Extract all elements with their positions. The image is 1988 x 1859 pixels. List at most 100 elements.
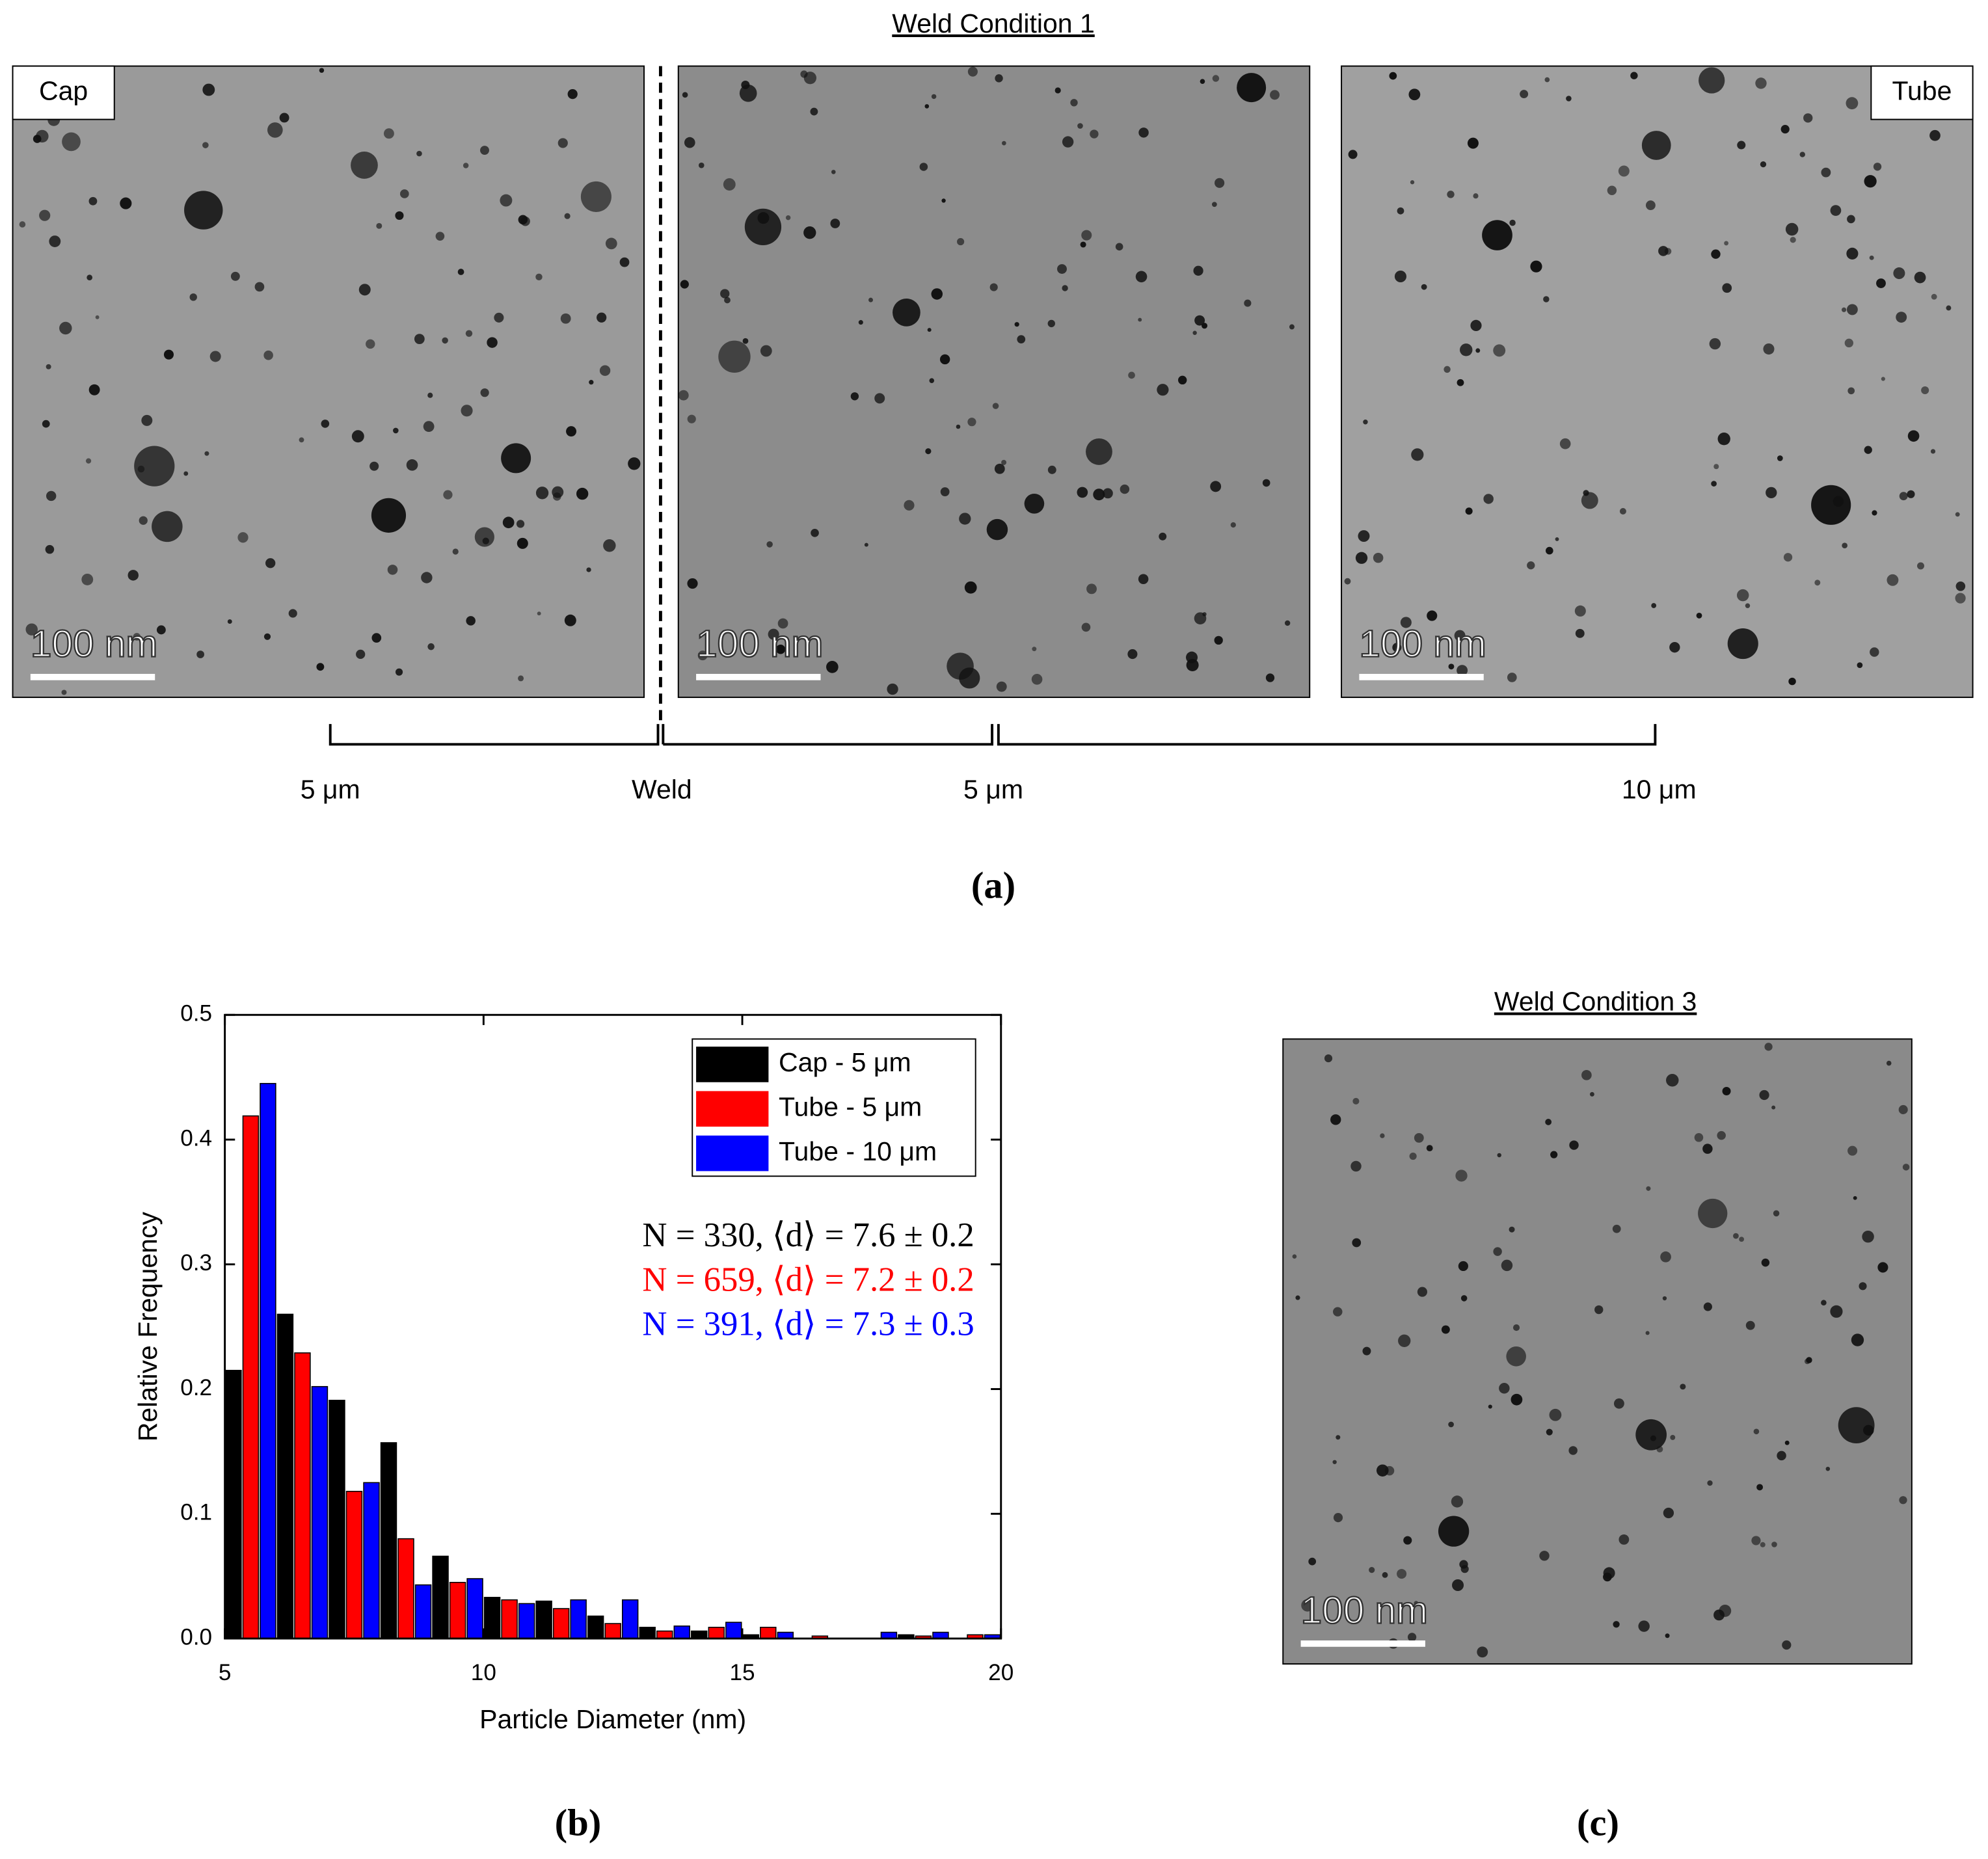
particle <box>1363 420 1368 425</box>
particle <box>1853 1196 1857 1200</box>
particle <box>956 424 961 429</box>
particle <box>803 226 816 239</box>
particle <box>775 645 786 654</box>
particle <box>1638 1620 1650 1632</box>
panel-title: Weld Condition 3 <box>1494 987 1697 1017</box>
particle <box>1032 647 1037 652</box>
bar <box>570 1599 587 1639</box>
bar <box>414 1584 432 1639</box>
particle <box>603 539 616 552</box>
particle <box>202 142 209 148</box>
particle <box>1369 1567 1375 1573</box>
particle <box>1761 1258 1770 1267</box>
particle <box>1811 485 1851 525</box>
particle <box>1441 1325 1450 1334</box>
particle <box>723 178 736 191</box>
particle <box>1711 249 1721 259</box>
caption: (b) <box>555 1801 602 1843</box>
particle <box>435 232 445 241</box>
particle <box>1619 507 1626 515</box>
particle <box>1899 492 1908 501</box>
particle <box>1876 278 1886 288</box>
particle <box>1694 1132 1704 1142</box>
particle <box>1711 481 1717 487</box>
bar <box>380 1442 397 1639</box>
particle <box>1857 662 1863 668</box>
particle <box>619 257 630 267</box>
particle <box>1077 487 1088 498</box>
bar <box>466 1578 483 1639</box>
particle <box>134 446 175 487</box>
particle <box>687 414 696 423</box>
particle <box>1680 1384 1686 1390</box>
particle <box>1530 260 1542 273</box>
scale-bar-label: 100 nm <box>696 622 823 665</box>
particle <box>1047 319 1055 328</box>
particle <box>466 616 476 626</box>
particle <box>1509 219 1516 226</box>
particle <box>1308 1557 1317 1566</box>
legend-label: Cap - 5 μm <box>779 1047 911 1077</box>
particle <box>1763 343 1775 355</box>
particle <box>46 490 57 502</box>
particle <box>1270 90 1280 100</box>
particle <box>1707 1480 1713 1486</box>
particle <box>128 570 139 581</box>
scale-bar-label: 100 nm <box>1359 622 1486 665</box>
particle <box>1846 247 1859 260</box>
particle <box>1713 1609 1725 1621</box>
particle <box>1753 1428 1760 1435</box>
particle <box>265 558 276 568</box>
particle <box>1618 165 1630 177</box>
particle <box>1447 191 1455 198</box>
particle <box>1566 96 1572 101</box>
particle <box>1527 561 1535 570</box>
particle <box>1713 464 1719 470</box>
particle <box>967 418 976 427</box>
particle <box>887 683 898 695</box>
particle <box>1645 200 1656 211</box>
particle <box>1619 1534 1630 1545</box>
particle <box>1821 1300 1827 1306</box>
particle <box>1380 1133 1385 1138</box>
particle <box>263 633 271 640</box>
particle <box>133 633 141 641</box>
particle <box>1295 1295 1300 1300</box>
particle <box>1899 1496 1907 1505</box>
particle <box>1426 1145 1433 1152</box>
bar <box>691 1630 708 1639</box>
particle <box>959 513 971 525</box>
particle <box>1211 202 1217 207</box>
particle <box>1210 481 1222 492</box>
particle <box>535 487 549 500</box>
particle <box>1292 1254 1297 1259</box>
particle <box>1771 1105 1776 1110</box>
particle <box>566 426 577 437</box>
particle <box>1194 612 1207 624</box>
x-tick-label: 10 <box>471 1660 496 1685</box>
particle <box>994 463 1005 474</box>
particle <box>19 221 26 228</box>
particle <box>1077 123 1083 129</box>
particle <box>1782 1640 1792 1650</box>
particle <box>858 320 863 325</box>
particle <box>263 350 273 360</box>
particle <box>1520 90 1529 99</box>
particle <box>1594 1305 1604 1315</box>
particle <box>227 619 232 624</box>
particle <box>1842 542 1847 549</box>
particle <box>744 208 782 245</box>
particle <box>1336 1435 1341 1440</box>
particle <box>1699 67 1725 94</box>
particle <box>567 88 578 100</box>
bar <box>432 1555 449 1639</box>
particle <box>1409 1153 1417 1160</box>
particle <box>1465 507 1473 515</box>
particle <box>1467 137 1479 149</box>
particle <box>1665 1633 1670 1638</box>
particle <box>589 380 594 385</box>
particle <box>1454 630 1466 641</box>
particle <box>184 191 223 230</box>
particle <box>1574 605 1586 617</box>
particle <box>1477 1646 1488 1658</box>
